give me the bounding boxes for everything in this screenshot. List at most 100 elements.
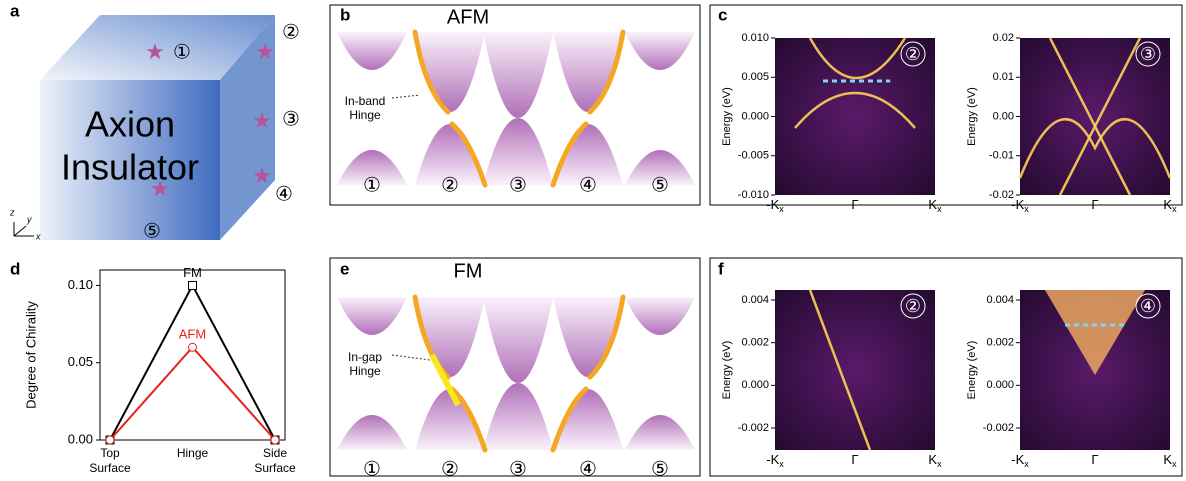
site: ①	[363, 458, 381, 480]
site: ②	[441, 458, 459, 480]
x-tick-label: Top	[100, 446, 120, 460]
y-tick-label: 0.10	[68, 277, 93, 292]
valence-band	[337, 415, 407, 450]
y-axis-label: Energy (eV)	[721, 341, 733, 400]
panel-title: FM	[454, 260, 483, 282]
marker	[189, 281, 197, 289]
x-tick-label: Γ	[851, 197, 858, 212]
series-line	[110, 285, 275, 440]
x-tick-label: Γ	[1091, 452, 1098, 467]
star: ★	[255, 39, 275, 64]
annotation: In-gap	[348, 350, 382, 364]
y-tick-label: -0.005	[738, 150, 769, 162]
star: ★	[252, 163, 272, 188]
panel-label: b	[340, 5, 350, 24]
x-tick-label: Γ	[1091, 197, 1098, 212]
star: ★	[150, 176, 170, 201]
conduction-band	[625, 297, 695, 335]
tick-main: Γ	[1091, 197, 1098, 212]
x-tick-label: -Kx	[1011, 452, 1029, 469]
axis-letter: y	[26, 214, 32, 224]
tick-main: -K	[766, 452, 779, 467]
y-tick-label: 0.004	[986, 294, 1014, 306]
x-tick-label: Side	[263, 446, 287, 460]
y-tick-label: 0.005	[741, 71, 769, 83]
tick-sub: x	[1024, 204, 1029, 214]
site: ④	[579, 174, 597, 196]
tick-main: K	[928, 197, 937, 212]
valence-band	[625, 415, 695, 450]
site: ⑤	[143, 220, 161, 242]
tick-sub: x	[1172, 459, 1177, 469]
badge: ②	[905, 296, 921, 316]
site: ③	[509, 174, 527, 196]
plot-frame	[100, 270, 285, 440]
figure: a Axion Insulator ★ ★ ★ ★ ★ ① ② ③ ④ ⑤ z …	[0, 0, 1186, 481]
tick-sub: x	[937, 204, 942, 214]
panel-label: a	[10, 1, 20, 20]
tick-main: -K	[766, 197, 779, 212]
badge: ③	[1140, 44, 1156, 64]
panel-label: c	[718, 5, 727, 24]
star: ★	[252, 108, 272, 133]
badge: ②	[905, 44, 921, 64]
x-tick-label: Hinge	[177, 446, 209, 460]
x-tick-label: Surface	[254, 461, 296, 475]
y-tick-label: 0.02	[993, 32, 1014, 44]
axis-letter: x	[35, 231, 41, 241]
y-axis-label: Energy (eV)	[966, 87, 978, 146]
y-tick-label: 0.004	[741, 294, 769, 306]
x-tick-label: -Kx	[766, 452, 784, 469]
y-tick-label: 0.000	[986, 379, 1014, 391]
y-tick-label: -0.002	[983, 422, 1014, 434]
y-tick-label: 0.00	[68, 431, 93, 446]
panel-label: d	[10, 259, 20, 278]
y-tick-label: -0.01	[989, 150, 1014, 162]
bands-b: ① ② ③ ④ ⑤	[337, 32, 695, 196]
conduction-band	[337, 32, 407, 70]
tick-sub: x	[1172, 204, 1177, 214]
y-axis-label: Energy (eV)	[721, 87, 733, 146]
y-tick-label: 0.000	[741, 379, 769, 391]
panel-label: f	[718, 259, 724, 278]
site: ③	[282, 108, 300, 130]
valence-band	[483, 383, 553, 450]
conduction-band	[625, 32, 695, 70]
x-tick-label: Kx	[928, 452, 942, 469]
y-tick-label: 0.05	[68, 354, 93, 369]
panel-label: e	[340, 259, 349, 278]
axis-letter: z	[9, 207, 15, 217]
panel-a: a Axion Insulator ★ ★ ★ ★ ★ ① ② ③ ④ ⑤ z …	[9, 1, 300, 242]
y-tick-label: -0.002	[738, 422, 769, 434]
site: ④	[579, 458, 597, 480]
site: ②	[441, 174, 459, 196]
y-tick-label: -0.02	[989, 189, 1014, 201]
site: ④	[275, 183, 293, 205]
site: ⑤	[651, 174, 669, 196]
site: ②	[282, 21, 300, 43]
x-tick-label: Kx	[928, 197, 942, 214]
tick-sub: x	[779, 204, 784, 214]
site: ③	[509, 458, 527, 480]
site: ①	[363, 174, 381, 196]
star: ★	[145, 39, 165, 64]
marker	[189, 343, 197, 351]
tick-main: Γ	[1091, 452, 1098, 467]
tick-sub: x	[937, 459, 942, 469]
x-tick-label: Γ	[851, 452, 858, 467]
tick-main: K	[1163, 452, 1172, 467]
x-tick-label: -Kx	[1011, 197, 1029, 214]
y-tick-label: 0.002	[741, 337, 769, 349]
tick-main: -K	[1011, 452, 1024, 467]
y-axis-label: Degree of Chirality	[23, 301, 38, 409]
y-axis-label: Energy (eV)	[966, 341, 978, 400]
cube-text: Axion	[85, 104, 175, 145]
marker	[106, 436, 114, 444]
tick-main: K	[1163, 197, 1172, 212]
y-tick-label: 0.010	[741, 32, 769, 44]
y-tick-label: -0.010	[738, 189, 769, 201]
conduction-band	[337, 297, 407, 335]
tick-main: Γ	[851, 197, 858, 212]
tick-sub: x	[1024, 459, 1029, 469]
